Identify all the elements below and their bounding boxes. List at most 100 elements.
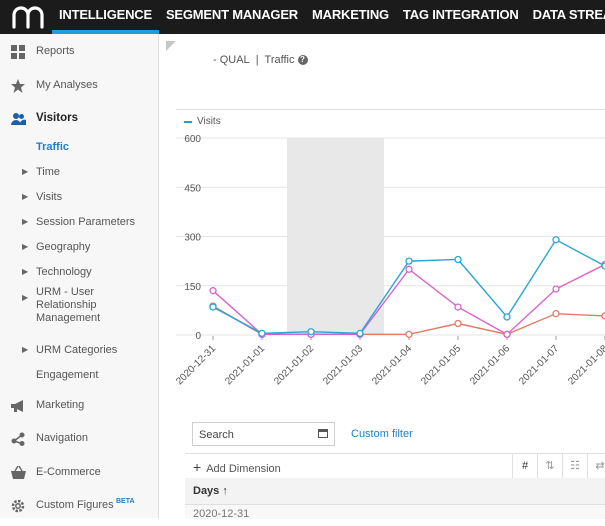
gear-icon [10, 498, 26, 514]
sidebar-sub-label: Session Parameters [36, 216, 136, 228]
sidebar-sub-label: Technology [36, 266, 92, 278]
expand-arrow-icon[interactable]: ▶ [22, 267, 29, 276]
sort-icon[interactable]: ⇅ [537, 454, 562, 478]
sidebar-item-label: Custom Figures [36, 499, 114, 511]
data-point [503, 313, 511, 321]
sidebar-sub-label: Traffic [36, 141, 70, 153]
data-point [209, 287, 217, 295]
series-line-series-1 [212, 263, 605, 336]
sidebar-item-marketing[interactable]: Marketing [0, 399, 158, 426]
sidebar: Reports My Analyses Visitors Marketing Navig… [0, 34, 159, 518]
help-icon[interactable]: ? [297, 55, 308, 65]
star-icon [10, 78, 26, 94]
top-navigation-bar: INTELLIGENCE SEGMENT MANAGER MARKETING TAG … [0, 0, 605, 34]
top-nav-intelligence[interactable]: INTELLIGENCE [52, 0, 159, 34]
basket-icon [10, 465, 26, 481]
users-icon [10, 111, 26, 127]
x-tick-label: 2021-01-07 [517, 343, 561, 387]
top-nav-marketing[interactable]: MARKETING [312, 7, 389, 22]
sidebar-item-label: Visitors [36, 112, 78, 124]
custom-filter-link[interactable]: Custom filter [351, 428, 413, 440]
series-line-series-2 [212, 305, 605, 336]
header-divider [176, 109, 605, 110]
x-tick-label: 2021-01-05 [419, 343, 463, 387]
plus-icon: + [193, 459, 202, 475]
expand-arrow-icon[interactable]: ▶ [22, 217, 29, 226]
x-tick-label: 2021-01-06 [468, 343, 512, 387]
breadcrumb-project[interactable]: - QUAL [213, 54, 250, 66]
sidebar-item-label: Reports [36, 45, 75, 57]
y-tick-label: 450 [184, 183, 201, 194]
data-point [552, 310, 560, 318]
top-nav-data-streams[interactable]: DATA STREAMS [532, 7, 605, 22]
x-tick-label: 2021-01-08 [566, 343, 605, 387]
y-tick-label: 600 [184, 134, 201, 145]
sidebar-sub-label: URM Categories [36, 344, 118, 356]
sidebar-item-my-analyses[interactable]: My Analyses [0, 79, 158, 106]
list-icon[interactable]: ☷ [562, 454, 587, 478]
data-point [209, 303, 217, 311]
data-point [454, 303, 462, 311]
hash-icon[interactable]: # [512, 454, 537, 478]
expand-arrow-icon[interactable]: ▶ [22, 192, 29, 201]
expand-arrow-icon[interactable]: ▶ [22, 167, 29, 176]
x-tick-label: 2021-01-01 [223, 343, 267, 387]
expand-arrow-icon[interactable]: ▶ [22, 242, 29, 251]
x-tick-label: 2021-01-03 [321, 343, 365, 387]
breadcrumb-separator: | [255, 54, 259, 66]
search-input[interactable] [197, 426, 311, 444]
m-logo-icon[interactable] [9, 3, 49, 29]
sidebar-item-visitors[interactable]: Visitors [0, 112, 158, 139]
add-dimension-label: Add Dimension [206, 463, 281, 475]
calendar-icon[interactable] [318, 429, 328, 438]
breadcrumb-page: Traffic [264, 54, 295, 66]
beta-badge: BETA [116, 498, 135, 505]
sidebar-sub-label: Geography [36, 241, 91, 253]
sidebar-item-reports[interactable]: Reports [0, 45, 158, 72]
sidebar-sub-label: Engagement [36, 369, 99, 381]
sidebar-item-navigation[interactable]: Navigation [0, 432, 158, 459]
search-box[interactable] [192, 422, 335, 446]
data-point [405, 330, 413, 338]
top-nav-tag-integration[interactable]: TAG INTEGRATION [402, 7, 519, 22]
days-column-header[interactable]: Days ↑ [193, 485, 228, 497]
x-tick-label: 2021-01-04 [370, 343, 414, 387]
y-tick-label: 300 [184, 233, 201, 244]
add-dimension-button[interactable]: + Add Dimension [193, 459, 281, 475]
share-icon [10, 431, 26, 447]
table-header: Days ↑ [185, 478, 605, 505]
sidebar-item-e-commerce[interactable]: E-Commerce [0, 466, 158, 493]
data-point [601, 262, 605, 270]
sidebar-item-label: E-Commerce [36, 466, 101, 478]
grid-icon [10, 44, 26, 60]
expand-arrow-icon[interactable]: ▶ [22, 345, 29, 354]
top-nav-segment-manager[interactable]: SEGMENT MANAGER [165, 7, 298, 22]
data-point [405, 257, 413, 265]
collapse-corner-icon[interactable] [166, 41, 176, 51]
x-tick-label: 2020-12-31 [174, 343, 218, 387]
data-point [552, 236, 560, 244]
sidebar-item-label: Marketing [36, 399, 85, 411]
sidebar-item-label: Navigation [36, 432, 88, 444]
expand-arrow-icon[interactable]: ▶ [22, 293, 29, 302]
sidebar-item-label: My Analyses [36, 79, 98, 91]
sidebar-item-custom-figures[interactable]: Custom Figures BETA [0, 498, 158, 526]
data-point [552, 285, 560, 293]
data-point [503, 330, 511, 338]
x-tick-label: 2021-01-02 [272, 343, 316, 387]
legend-label-visits: Visits [197, 116, 221, 127]
table-cell-day: 2020-12-31 [193, 508, 250, 520]
chart-legend[interactable]: Visits [184, 116, 221, 127]
data-point [356, 329, 364, 338]
y-tick-label: 0 [195, 331, 201, 342]
table-row[interactable]: 2020-12-31 [185, 505, 605, 520]
sidebar-sub-label: Visits [36, 191, 63, 203]
data-point [258, 329, 266, 338]
swap-icon[interactable]: ⇄ [587, 454, 605, 478]
dimension-toolbar: + Add Dimension # ⇅ ☷ ⇄ [185, 453, 605, 479]
breadcrumb: - QUAL | Traffic? [213, 54, 308, 66]
data-point [454, 319, 462, 328]
megaphone-icon [10, 398, 26, 414]
sidebar-sub-label: Time [36, 166, 61, 178]
